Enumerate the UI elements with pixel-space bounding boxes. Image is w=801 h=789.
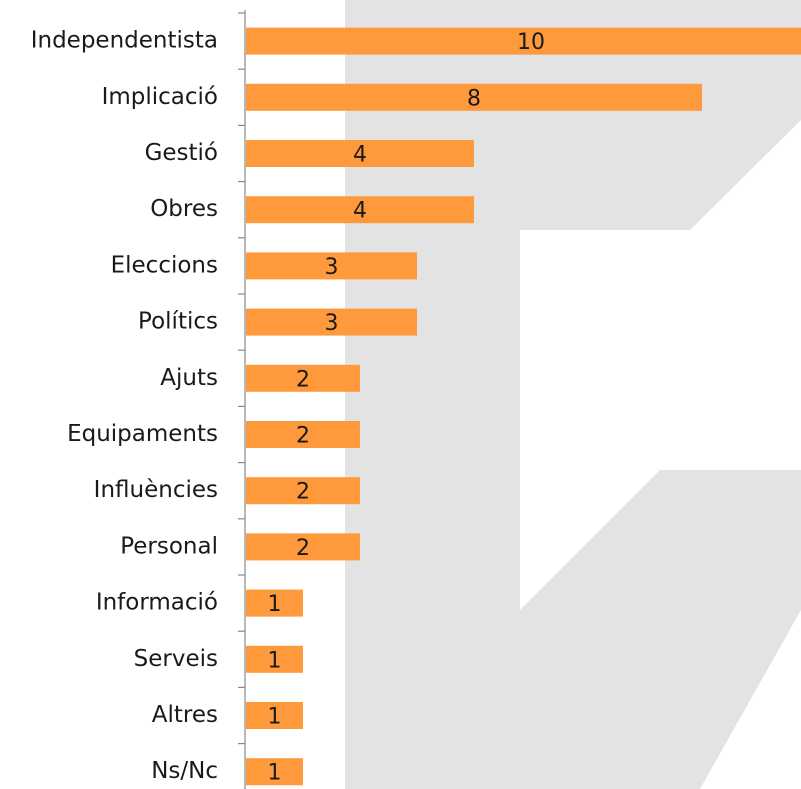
bar: [246, 533, 360, 561]
bar: [246, 196, 474, 224]
value-label: 2: [296, 536, 310, 561]
category-label: Informació: [96, 590, 218, 616]
category-label: Serveis: [134, 646, 218, 672]
bar: [246, 83, 702, 111]
category-label: Obres: [150, 196, 218, 222]
category-label: Eleccions: [111, 252, 218, 278]
category-label: Personal: [120, 533, 218, 559]
watermark: [345, 0, 801, 789]
value-label: 8: [467, 86, 481, 111]
category-label: Gestió: [145, 140, 218, 166]
bar: [246, 308, 417, 336]
value-label: 3: [325, 311, 339, 336]
bar: [246, 27, 801, 55]
bar: [246, 645, 303, 673]
value-label: 1: [268, 592, 282, 617]
bar: [246, 140, 474, 167]
bar: [246, 477, 360, 505]
bar: [246, 252, 417, 280]
category-label: Ns/Nc: [151, 758, 218, 784]
bar: [246, 421, 360, 448]
value-label: 1: [268, 705, 282, 730]
bar: [246, 702, 303, 729]
bar: [246, 364, 360, 392]
value-label: 2: [296, 424, 310, 449]
category-label: Equipaments: [67, 421, 218, 447]
category-label: Implicació: [102, 84, 218, 110]
category-label: Polítics: [138, 309, 218, 335]
category-label: Independentista: [31, 28, 218, 54]
value-label: 2: [296, 480, 310, 505]
value-label: 1: [268, 648, 282, 673]
bar: [246, 758, 303, 786]
category-label: Ajuts: [160, 365, 218, 391]
bar: [246, 589, 303, 617]
category-label: Influències: [94, 477, 218, 503]
value-label: 2: [296, 367, 310, 392]
value-label: 4: [353, 199, 367, 224]
value-label: 4: [353, 143, 367, 168]
value-label: 3: [325, 255, 339, 280]
category-label: Altres: [152, 702, 218, 728]
value-label: 1: [268, 761, 282, 786]
value-label: 10: [517, 30, 545, 55]
